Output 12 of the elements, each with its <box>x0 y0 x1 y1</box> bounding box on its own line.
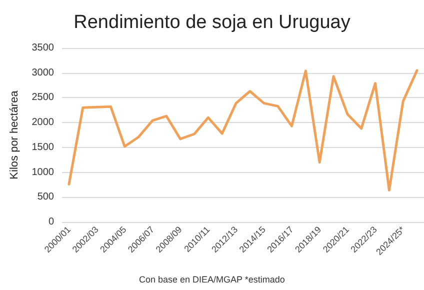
y-tick-label: 3000 <box>32 67 54 78</box>
chart-title: Rendimiento de soja en Uruguay <box>74 12 351 33</box>
line-series <box>68 69 418 192</box>
y-tick-label: 2000 <box>32 117 54 128</box>
y-tick-label: 500 <box>37 192 54 203</box>
y-tick-label: 3500 <box>32 42 54 54</box>
y-axis-title: Kilos por hectárea <box>8 90 20 180</box>
y-tick-label: 0 <box>48 216 54 228</box>
text: Con base en DIEA/MGAP *estimado <box>138 274 285 284</box>
y-tick-label: 1000 <box>32 166 54 178</box>
y-tick-label: 1500 <box>32 142 54 153</box>
y-tick-label: 2500 <box>32 92 54 104</box>
